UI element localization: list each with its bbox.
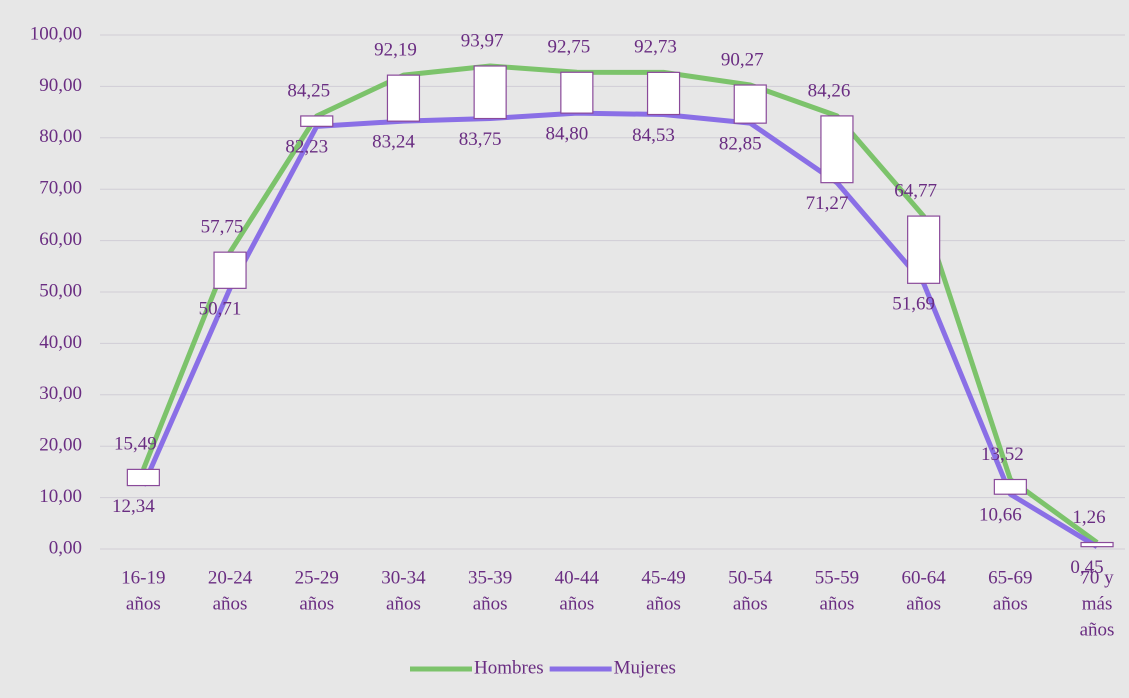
- data-label: 84,53: [632, 125, 675, 146]
- y-tick-label: 70,00: [39, 178, 82, 199]
- x-tick-label: 70 y: [1080, 567, 1114, 588]
- x-tick-label: 35-39: [468, 567, 512, 588]
- legend-label: Hombres: [474, 657, 544, 678]
- data-label: 82,85: [719, 134, 762, 155]
- legend-label: Mujeres: [614, 657, 676, 678]
- x-tick-label: 65-69: [988, 567, 1032, 588]
- data-label: 82,23: [285, 137, 328, 158]
- data-label: 90,27: [721, 49, 764, 70]
- up-down-bar: [907, 215, 941, 284]
- data-label: 50,71: [199, 299, 242, 320]
- x-tick-label: años: [126, 593, 161, 614]
- x-tick-label: años: [906, 593, 941, 614]
- x-tick-label: más: [1082, 593, 1113, 614]
- x-tick-label: años: [1080, 619, 1115, 640]
- x-tick-label: 40-44: [555, 567, 600, 588]
- x-tick-label: años: [820, 593, 855, 614]
- data-label: 92,73: [634, 37, 677, 58]
- x-tick-label: 55-59: [815, 567, 859, 588]
- data-label: 13,52: [981, 444, 1024, 465]
- up-down-bar: [560, 71, 594, 114]
- x-tick-label: años: [733, 593, 768, 614]
- y-tick-label: 60,00: [39, 229, 82, 250]
- data-label: 84,80: [545, 123, 588, 144]
- up-down-bar: [733, 84, 767, 124]
- data-label: 71,27: [806, 193, 849, 214]
- x-tick-label: años: [993, 593, 1028, 614]
- y-tick-label: 10,00: [39, 486, 82, 507]
- data-label: 83,24: [372, 132, 415, 153]
- up-down-bar: [126, 468, 160, 487]
- up-down-bar: [820, 115, 854, 184]
- data-label: 84,26: [808, 80, 851, 101]
- data-label: 12,34: [112, 496, 155, 517]
- x-tick-label: años: [386, 593, 421, 614]
- x-tick-label: 50-54: [728, 567, 773, 588]
- y-tick-label: 100,00: [30, 23, 82, 44]
- y-tick-label: 50,00: [39, 280, 82, 301]
- x-tick-label: 30-34: [381, 567, 426, 588]
- x-tick-label: años: [299, 593, 334, 614]
- data-label: 84,25: [287, 80, 330, 101]
- x-tick-label: años: [646, 593, 681, 614]
- y-tick-label: 30,00: [39, 383, 82, 404]
- data-label: 15,49: [114, 434, 157, 455]
- data-label: 92,19: [374, 40, 417, 61]
- series-line: [141, 110, 1099, 549]
- up-down-bar: [993, 478, 1027, 495]
- x-tick-label: 25-29: [295, 567, 339, 588]
- x-tick-label: años: [559, 593, 594, 614]
- up-down-bar: [300, 115, 334, 127]
- x-tick-label: 20-24: [208, 567, 253, 588]
- up-down-bar: [473, 65, 507, 120]
- x-tick-label: 16-19: [121, 567, 165, 588]
- data-label: 83,75: [459, 129, 502, 150]
- data-label: 57,75: [201, 217, 244, 238]
- y-tick-label: 20,00: [39, 435, 82, 456]
- y-tick-label: 40,00: [39, 332, 82, 353]
- data-label: 51,69: [892, 294, 935, 315]
- data-label: 92,75: [547, 37, 590, 58]
- x-tick-label: 60-64: [901, 567, 946, 588]
- data-label: 10,66: [979, 505, 1022, 526]
- x-tick-label: 45-49: [641, 567, 685, 588]
- y-tick-label: 90,00: [39, 75, 82, 96]
- data-label: 64,77: [894, 180, 937, 201]
- y-tick-label: 0,00: [49, 537, 82, 558]
- y-tick-label: 80,00: [39, 126, 82, 147]
- data-label: 93,97: [461, 30, 504, 51]
- up-down-bar: [1080, 541, 1114, 548]
- data-label: 1,26: [1072, 507, 1105, 528]
- up-down-bar: [386, 74, 421, 122]
- up-down-bar: [646, 71, 681, 116]
- data-label: 0,45: [1070, 557, 1103, 578]
- up-down-bar: [213, 251, 247, 289]
- x-tick-label: años: [213, 593, 248, 614]
- x-tick-label: años: [473, 593, 508, 614]
